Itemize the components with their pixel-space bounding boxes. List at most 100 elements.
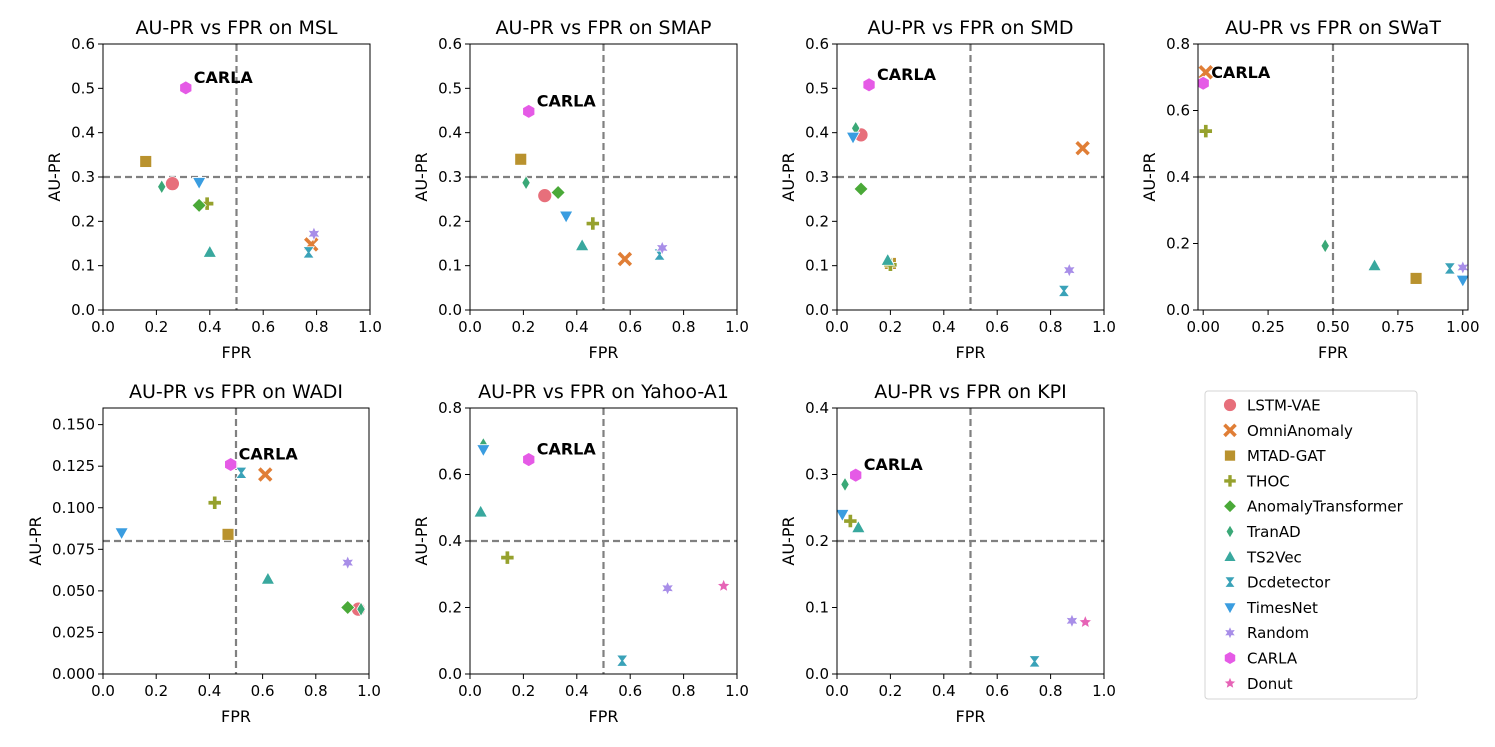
x-tick-label: 0.8 [672, 318, 696, 336]
carla-annotation: CARLA [864, 455, 924, 474]
x-tick-label: 0.2 [144, 682, 168, 700]
point-timesnet [114, 527, 129, 541]
legend-item-dcdetector: Dcdetector [1224, 574, 1331, 592]
x-tick-label: 0.8 [305, 318, 329, 336]
point-dcdetector [1443, 262, 1457, 275]
point-thoc [843, 513, 858, 529]
x-tick-label: 0.2 [144, 318, 168, 336]
legend-label: THOC [1246, 472, 1290, 490]
y-tick-label: 0.8 [438, 399, 462, 417]
x-axis-label: FPR [589, 343, 619, 362]
point-thoc [585, 216, 600, 231]
point-omnianomaly [1198, 65, 1214, 80]
x-axis-label: FPR [1318, 343, 1348, 362]
carla-annotation: CARLA [877, 65, 937, 84]
point-dcdetector [1057, 284, 1071, 297]
y-tick-label: 0.1 [805, 257, 829, 275]
x-tick-label: 1.0 [358, 318, 382, 336]
legend-label: TranAD [1246, 523, 1301, 541]
y-tick-label: 0.2 [805, 532, 829, 550]
point-dcdetector [234, 466, 248, 479]
y-tick-label: 0.050 [52, 582, 95, 600]
chart-msl: AU-PR vs FPR on MSL CARLA 0.0 0.2 0.4 0.6 0.8 1… [45, 17, 382, 362]
point-mtad-gat [139, 155, 153, 168]
point-mtad-gat [514, 152, 528, 166]
legend-item-lstm-vae: LSTM-VAE [1223, 397, 1321, 415]
point-tranad [521, 174, 531, 191]
point-ts2vec [574, 237, 590, 252]
point-lstm-vae [165, 176, 180, 192]
x-tick-label: 0.6 [618, 318, 642, 336]
y-tick-label: 0.1 [438, 257, 462, 275]
y-tick-label: 0.6 [71, 35, 95, 53]
point-ts2vec [260, 571, 276, 585]
y-tick-label: 0.4 [438, 124, 462, 142]
point-carla [224, 457, 238, 472]
y-tick-label: 0.6 [805, 35, 829, 53]
x-tick-label: 1.0 [1092, 318, 1116, 336]
carla-annotation: CARLA [537, 440, 597, 459]
y-tick-label: 0.5 [805, 79, 829, 97]
y-tick-label: 0.2 [805, 212, 829, 230]
carla-annotation: CARLA [537, 91, 597, 110]
legend-label: TS2Vec [1246, 548, 1302, 566]
point-random [655, 239, 670, 256]
x-tick-label: 0.6 [985, 318, 1009, 336]
point-ts2vec [851, 519, 866, 534]
y-tick-label: 0.2 [1166, 235, 1190, 253]
point-timesnet [476, 444, 491, 458]
point-timesnet [835, 509, 850, 523]
legend-label: Random [1247, 624, 1309, 642]
chart-title: AU-PR vs FPR on WADI [129, 381, 343, 403]
y-tick-label: 0.4 [805, 124, 829, 142]
chart-wadi: AU-PR vs FPR on WADI CARLA 0.0 0.2 0.4 0.6 0.8… [26, 381, 381, 726]
legend-marker [1222, 499, 1238, 514]
legend-marker [1223, 602, 1237, 615]
point-lstm-vae [537, 188, 553, 204]
point-thoc [500, 550, 515, 565]
y-tick-label: 0.0 [71, 301, 95, 319]
y-tick-label: 0.6 [438, 466, 462, 484]
x-tick-label: 1.00 [1446, 318, 1479, 336]
legend-marker [1223, 474, 1237, 488]
point-random [307, 225, 321, 242]
chart-title: AU-PR vs FPR on SMD [867, 17, 1073, 39]
y-tick-label: 0.0 [805, 301, 829, 319]
point-donut [1077, 614, 1093, 629]
legend-marker [1223, 651, 1237, 665]
point-dcdetector [1028, 655, 1041, 668]
y-tick-label: 0.0 [1166, 301, 1190, 319]
y-tick-label: 0.0 [438, 665, 462, 683]
x-axis-label: FPR [956, 343, 986, 362]
x-tick-label: 1.0 [725, 318, 749, 336]
x-tick-label: 0.4 [565, 318, 589, 336]
x-tick-label: 0.6 [618, 682, 642, 700]
x-tick-label: 0.4 [932, 682, 956, 700]
x-tick-label: 0.2 [511, 318, 535, 336]
x-tick-label: 0.0 [91, 318, 115, 336]
y-tick-label: 0.8 [1166, 35, 1190, 53]
x-axis-label: FPR [221, 707, 251, 726]
point-ts2vec [202, 244, 218, 258]
y-tick-label: 0.6 [438, 35, 462, 53]
legend-marker [1225, 524, 1235, 539]
legend-marker [1222, 675, 1238, 690]
x-tick-label: 1.0 [1092, 682, 1116, 700]
x-tick-label: 0.6 [985, 682, 1009, 700]
legend-marker [1224, 576, 1236, 588]
legend-marker [1223, 549, 1237, 562]
point-ts2vec [880, 252, 896, 266]
x-tick-label: 0.8 [672, 682, 696, 700]
carla-annotation: CARLA [239, 445, 299, 464]
x-tick-label: 0.2 [878, 682, 902, 700]
legend-item-omnianomaly: OmniAnomaly [1223, 422, 1353, 440]
point-omnianomaly [1075, 140, 1090, 156]
x-tick-label: 0.8 [1039, 318, 1063, 336]
carla-annotation: CARLA [1211, 63, 1271, 82]
legend-item-mtad-gat: MTAD-GAT [1224, 447, 1326, 465]
y-tick-label: 0.1 [71, 257, 95, 275]
y-tick-label: 0.000 [52, 665, 95, 683]
x-tick-label: 1.0 [357, 682, 381, 700]
point-anomalytransformer [340, 599, 356, 616]
legend-label: LSTM-VAE [1247, 397, 1321, 415]
